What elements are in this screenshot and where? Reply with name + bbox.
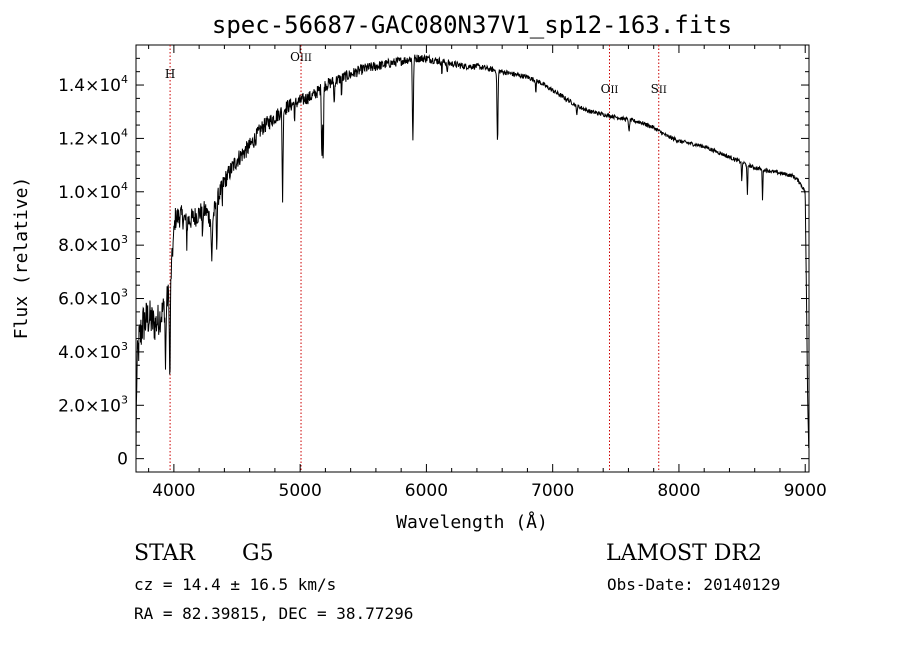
x-tick-label: 9000 bbox=[784, 481, 827, 501]
y-tick-label: 1.2×104 bbox=[58, 126, 128, 149]
spectral-line-label: OIII bbox=[290, 50, 312, 64]
redshift-text: cz = 14.4 ± 16.5 km/s bbox=[134, 575, 336, 594]
coordinates: RA = 82.39815, DEC = 38.77296 bbox=[134, 604, 413, 623]
y-tick-label: 4.0×103 bbox=[58, 340, 128, 363]
x-tick-label: 7000 bbox=[531, 481, 574, 501]
object-subclass: G5 bbox=[242, 541, 274, 566]
chart-title: spec-56687-GAC080N37V1_sp12-163.fits bbox=[212, 11, 732, 39]
obs-date: Obs-Date: 20140129 bbox=[607, 575, 780, 594]
object-class: STAR bbox=[134, 541, 196, 566]
x-tick-labels: 4000 5000 6000 7000 8000 9000 bbox=[152, 481, 827, 501]
y-tick-label: 0 bbox=[117, 450, 128, 470]
x-tick-label: 6000 bbox=[405, 481, 448, 501]
plot-area: H OIII OII SII bbox=[135, 44, 810, 473]
x-tick-label: 5000 bbox=[279, 481, 322, 501]
y-tick-label: 1.0×104 bbox=[58, 180, 128, 203]
plot-frame bbox=[135, 44, 810, 473]
x-tick-label: 4000 bbox=[152, 481, 195, 501]
spectral-line-label: OII bbox=[601, 82, 619, 96]
spectral-line-markers: H OIII OII SII bbox=[165, 45, 667, 472]
spectrum-line bbox=[135, 53, 810, 459]
y-tick-label: 6.0×103 bbox=[58, 287, 128, 310]
y-axis-label: Flux (relative) bbox=[11, 177, 32, 340]
y-tick-label: 8.0×103 bbox=[58, 233, 128, 256]
y-tick-label: 2.0×103 bbox=[58, 393, 128, 416]
spectral-line-label: SII bbox=[651, 82, 667, 96]
survey-name: LAMOST DR2 bbox=[606, 541, 762, 566]
x-axis-label: Wavelength (Å) bbox=[396, 511, 548, 533]
y-tick-label: 1.4×104 bbox=[58, 73, 128, 96]
y-tick-labels: 0 2.0×103 4.0×103 6.0×103 8.0×103 1.0×104 1.2×… bbox=[58, 73, 128, 470]
x-tick-label: 8000 bbox=[657, 481, 700, 501]
axis-ticks bbox=[136, 45, 809, 472]
spectral-line-label: H bbox=[165, 67, 175, 81]
